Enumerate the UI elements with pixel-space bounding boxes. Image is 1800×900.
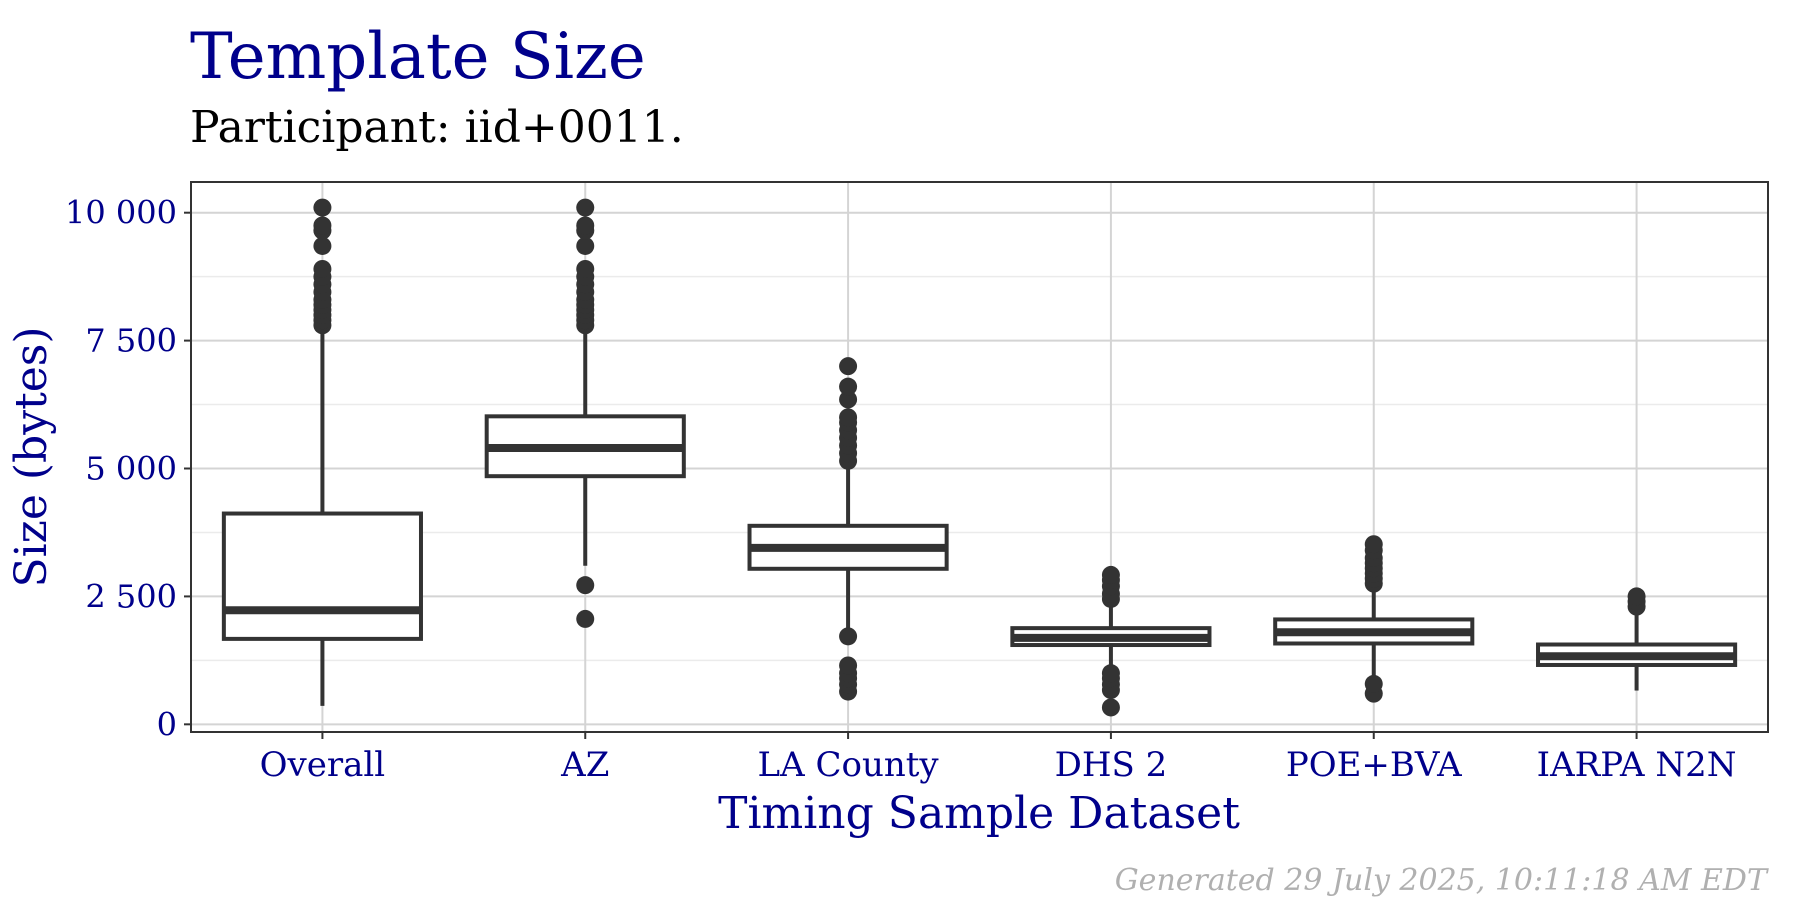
y-tick-label: 10 000 <box>65 194 177 232</box>
chart-subtitle: Participant: iid+0011. <box>190 102 684 153</box>
outlier-point <box>1364 535 1383 554</box>
outlier-point <box>576 236 595 255</box>
box-5 <box>1536 587 1738 691</box>
outlier-point <box>313 198 332 217</box>
box-4 <box>1273 535 1475 703</box>
outlier-point <box>839 656 858 675</box>
y-axis-title: Size (bytes) <box>6 326 57 587</box>
outlier-point <box>313 216 332 235</box>
box-2 <box>747 357 949 701</box>
chart-title: Template Size <box>190 20 646 94</box>
outlier-point <box>576 198 595 217</box>
outlier-point <box>1101 698 1120 717</box>
outlier-point <box>1627 587 1646 606</box>
outlier-point <box>576 216 595 235</box>
x-tick-label: IARPA N2N <box>1537 745 1737 785</box>
outlier-point <box>313 236 332 255</box>
outlier-point <box>1101 664 1120 683</box>
axes: 0 2 500 5 000 7 500 10 000 Overall AZ LA County… <box>65 194 1736 785</box>
outlier-point <box>839 390 858 409</box>
boxes <box>221 198 1738 717</box>
box-1 <box>484 198 686 628</box>
y-tick-label: 0 <box>157 705 177 743</box>
outlier-point <box>839 377 858 396</box>
box-0 <box>221 198 423 706</box>
y-tick-label: 7 500 <box>85 322 177 360</box>
y-tick-label: 5 000 <box>85 450 177 488</box>
outlier-point <box>839 408 858 427</box>
outlier-point <box>576 609 595 628</box>
x-tick-label: LA County <box>758 745 940 785</box>
x-tick-label: AZ <box>560 745 609 785</box>
outlier-point <box>576 576 595 595</box>
x-tick-label: Overall <box>260 745 385 785</box>
outlier-point <box>1364 674 1383 693</box>
x-tick-label: POE+BVA <box>1286 745 1462 785</box>
x-axis-title: Timing Sample Dataset <box>718 788 1240 839</box>
outlier-point <box>1101 565 1120 584</box>
generated-footer: Generated 29 July 2025, 10:11:18 AM EDT <box>1115 863 1769 898</box>
outlier-point <box>839 357 858 376</box>
outlier-point <box>839 627 858 646</box>
outlier-point <box>313 259 332 278</box>
y-tick-label: 2 500 <box>85 577 177 615</box>
grid <box>191 182 1768 732</box>
box-3 <box>1010 565 1212 717</box>
box-iqr <box>221 511 423 641</box>
outlier-point <box>576 259 595 278</box>
plot-panel-border <box>190 181 1769 733</box>
x-tick-label: DHS 2 <box>1055 745 1168 785</box>
